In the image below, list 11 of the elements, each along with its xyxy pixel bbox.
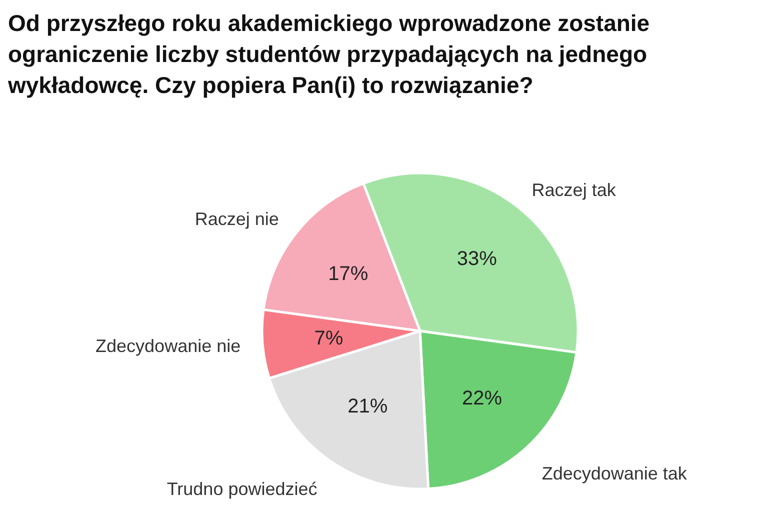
- data-label: 7%: [314, 328, 344, 350]
- slice-label: Zdecydowanie tak: [542, 463, 688, 484]
- data-label: 22%: [462, 387, 502, 410]
- slice-label: Trudno powiedzieć: [166, 478, 318, 499]
- slice-label: Raczej tak: [532, 180, 617, 200]
- chart-title: Od przyszłego roku akademickiego wprowadzone zostanie ograniczenie liczby studentów przypadających na jednego wykładowcę. Czy popiera Pan(i) to rozwiązanie?: [8, 9, 651, 100]
- data-label: 17%: [328, 263, 368, 286]
- data-label: 21%: [348, 395, 388, 418]
- data-label: 33%: [456, 248, 498, 270]
- slice-label: Raczej nie: [194, 209, 279, 230]
- slice-label: Zdecydowanie nie: [96, 336, 241, 356]
